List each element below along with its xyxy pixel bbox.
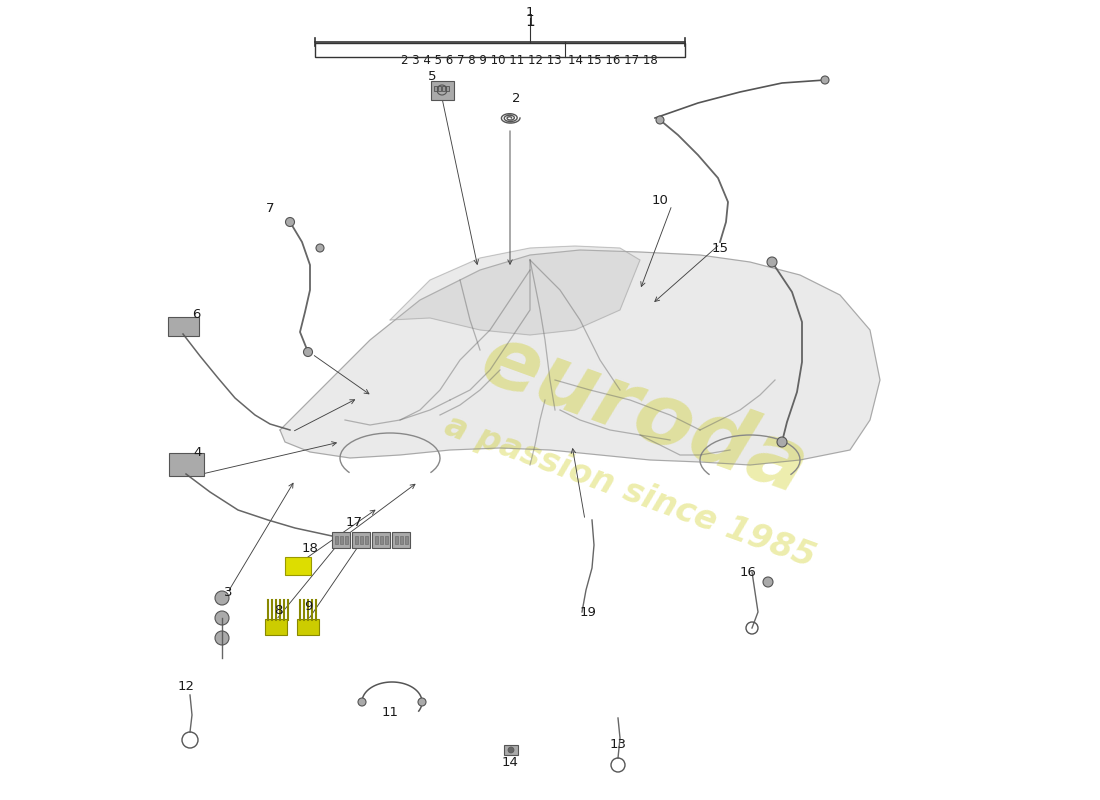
Bar <box>385 536 388 544</box>
Bar <box>360 536 363 544</box>
Circle shape <box>316 244 324 252</box>
Bar <box>375 536 378 544</box>
Circle shape <box>763 577 773 587</box>
Bar <box>336 536 338 544</box>
Text: 18: 18 <box>301 542 318 554</box>
Circle shape <box>304 347 312 357</box>
Circle shape <box>767 257 777 267</box>
Bar <box>446 86 449 91</box>
Text: 8: 8 <box>274 603 283 617</box>
Bar <box>405 536 408 544</box>
FancyBboxPatch shape <box>167 317 198 335</box>
Bar <box>433 86 437 91</box>
Bar <box>379 536 383 544</box>
Text: 5: 5 <box>428 70 437 82</box>
Text: 9: 9 <box>304 599 312 613</box>
Circle shape <box>777 437 786 447</box>
Text: 3: 3 <box>223 586 232 598</box>
Text: 4: 4 <box>194 446 202 459</box>
Circle shape <box>214 591 229 605</box>
Bar <box>395 536 398 544</box>
Circle shape <box>214 631 229 645</box>
Text: 10: 10 <box>651 194 669 206</box>
FancyBboxPatch shape <box>297 619 319 635</box>
Circle shape <box>418 698 426 706</box>
Bar <box>400 536 403 544</box>
Text: 1: 1 <box>526 6 535 19</box>
Bar <box>372 532 390 548</box>
Text: 6: 6 <box>191 307 200 321</box>
FancyBboxPatch shape <box>285 557 311 575</box>
Circle shape <box>286 218 295 226</box>
Text: a passion since 1985: a passion since 1985 <box>440 410 820 574</box>
Bar <box>340 536 343 544</box>
Bar <box>315 43 685 57</box>
Circle shape <box>656 116 664 124</box>
Text: 1: 1 <box>525 14 535 29</box>
FancyBboxPatch shape <box>430 81 453 99</box>
Bar <box>438 86 440 91</box>
Text: 14 15 16 17 18: 14 15 16 17 18 <box>568 54 658 67</box>
Text: 14: 14 <box>502 755 518 769</box>
Text: 17: 17 <box>345 515 363 529</box>
Text: 15: 15 <box>712 242 728 254</box>
Bar <box>355 536 358 544</box>
Bar <box>352 532 370 548</box>
Circle shape <box>214 611 229 625</box>
Text: 11: 11 <box>382 706 398 718</box>
Bar <box>504 745 518 755</box>
Bar <box>365 536 369 544</box>
Text: 2 3 4 5 6 7 8 9 10 11 12 13: 2 3 4 5 6 7 8 9 10 11 12 13 <box>402 54 562 67</box>
Polygon shape <box>390 246 640 335</box>
Circle shape <box>358 698 366 706</box>
Text: 12: 12 <box>177 679 195 693</box>
Bar <box>332 532 350 548</box>
Bar <box>345 536 348 544</box>
Text: 13: 13 <box>609 738 627 751</box>
Polygon shape <box>280 250 880 465</box>
Bar <box>441 86 444 91</box>
FancyBboxPatch shape <box>168 453 204 475</box>
Text: 19: 19 <box>580 606 596 619</box>
Text: 16: 16 <box>739 566 757 578</box>
Circle shape <box>821 76 829 84</box>
Text: 2: 2 <box>512 91 520 105</box>
Text: euroda: euroda <box>471 318 820 512</box>
Text: 7: 7 <box>266 202 274 214</box>
Bar <box>392 532 410 548</box>
Circle shape <box>508 747 514 753</box>
FancyBboxPatch shape <box>265 619 287 635</box>
